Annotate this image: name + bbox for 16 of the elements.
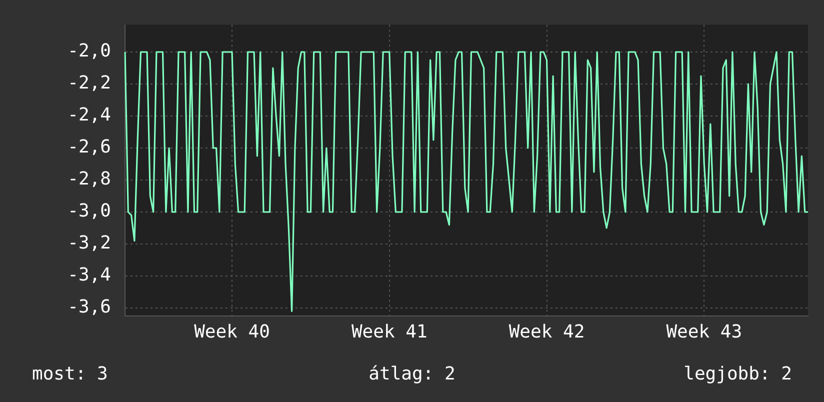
- x-tick-label: Week 40: [194, 321, 270, 342]
- y-tick-label: -3,0: [68, 200, 111, 222]
- y-tick-label: -2,0: [68, 40, 111, 62]
- y-tick-label: -3,4: [68, 264, 111, 286]
- y-tick-label: -3,2: [68, 232, 111, 254]
- text: legjobb: 2: [684, 364, 792, 385]
- x-tick-label: Week 42: [508, 321, 585, 342]
- text: most: 3: [32, 364, 108, 385]
- y-tick-label: -2,8: [68, 168, 111, 190]
- x-tick-label: Week 41: [351, 321, 428, 342]
- y-tick-label: -2,4: [68, 104, 111, 126]
- y-tick-label: -2,2: [68, 72, 111, 94]
- x-tick-label: Week 43: [666, 321, 742, 342]
- text: átlag: 2: [368, 364, 456, 385]
- y-tick-label: -2,6: [68, 136, 111, 158]
- y-tick-label: -3,6: [68, 296, 111, 318]
